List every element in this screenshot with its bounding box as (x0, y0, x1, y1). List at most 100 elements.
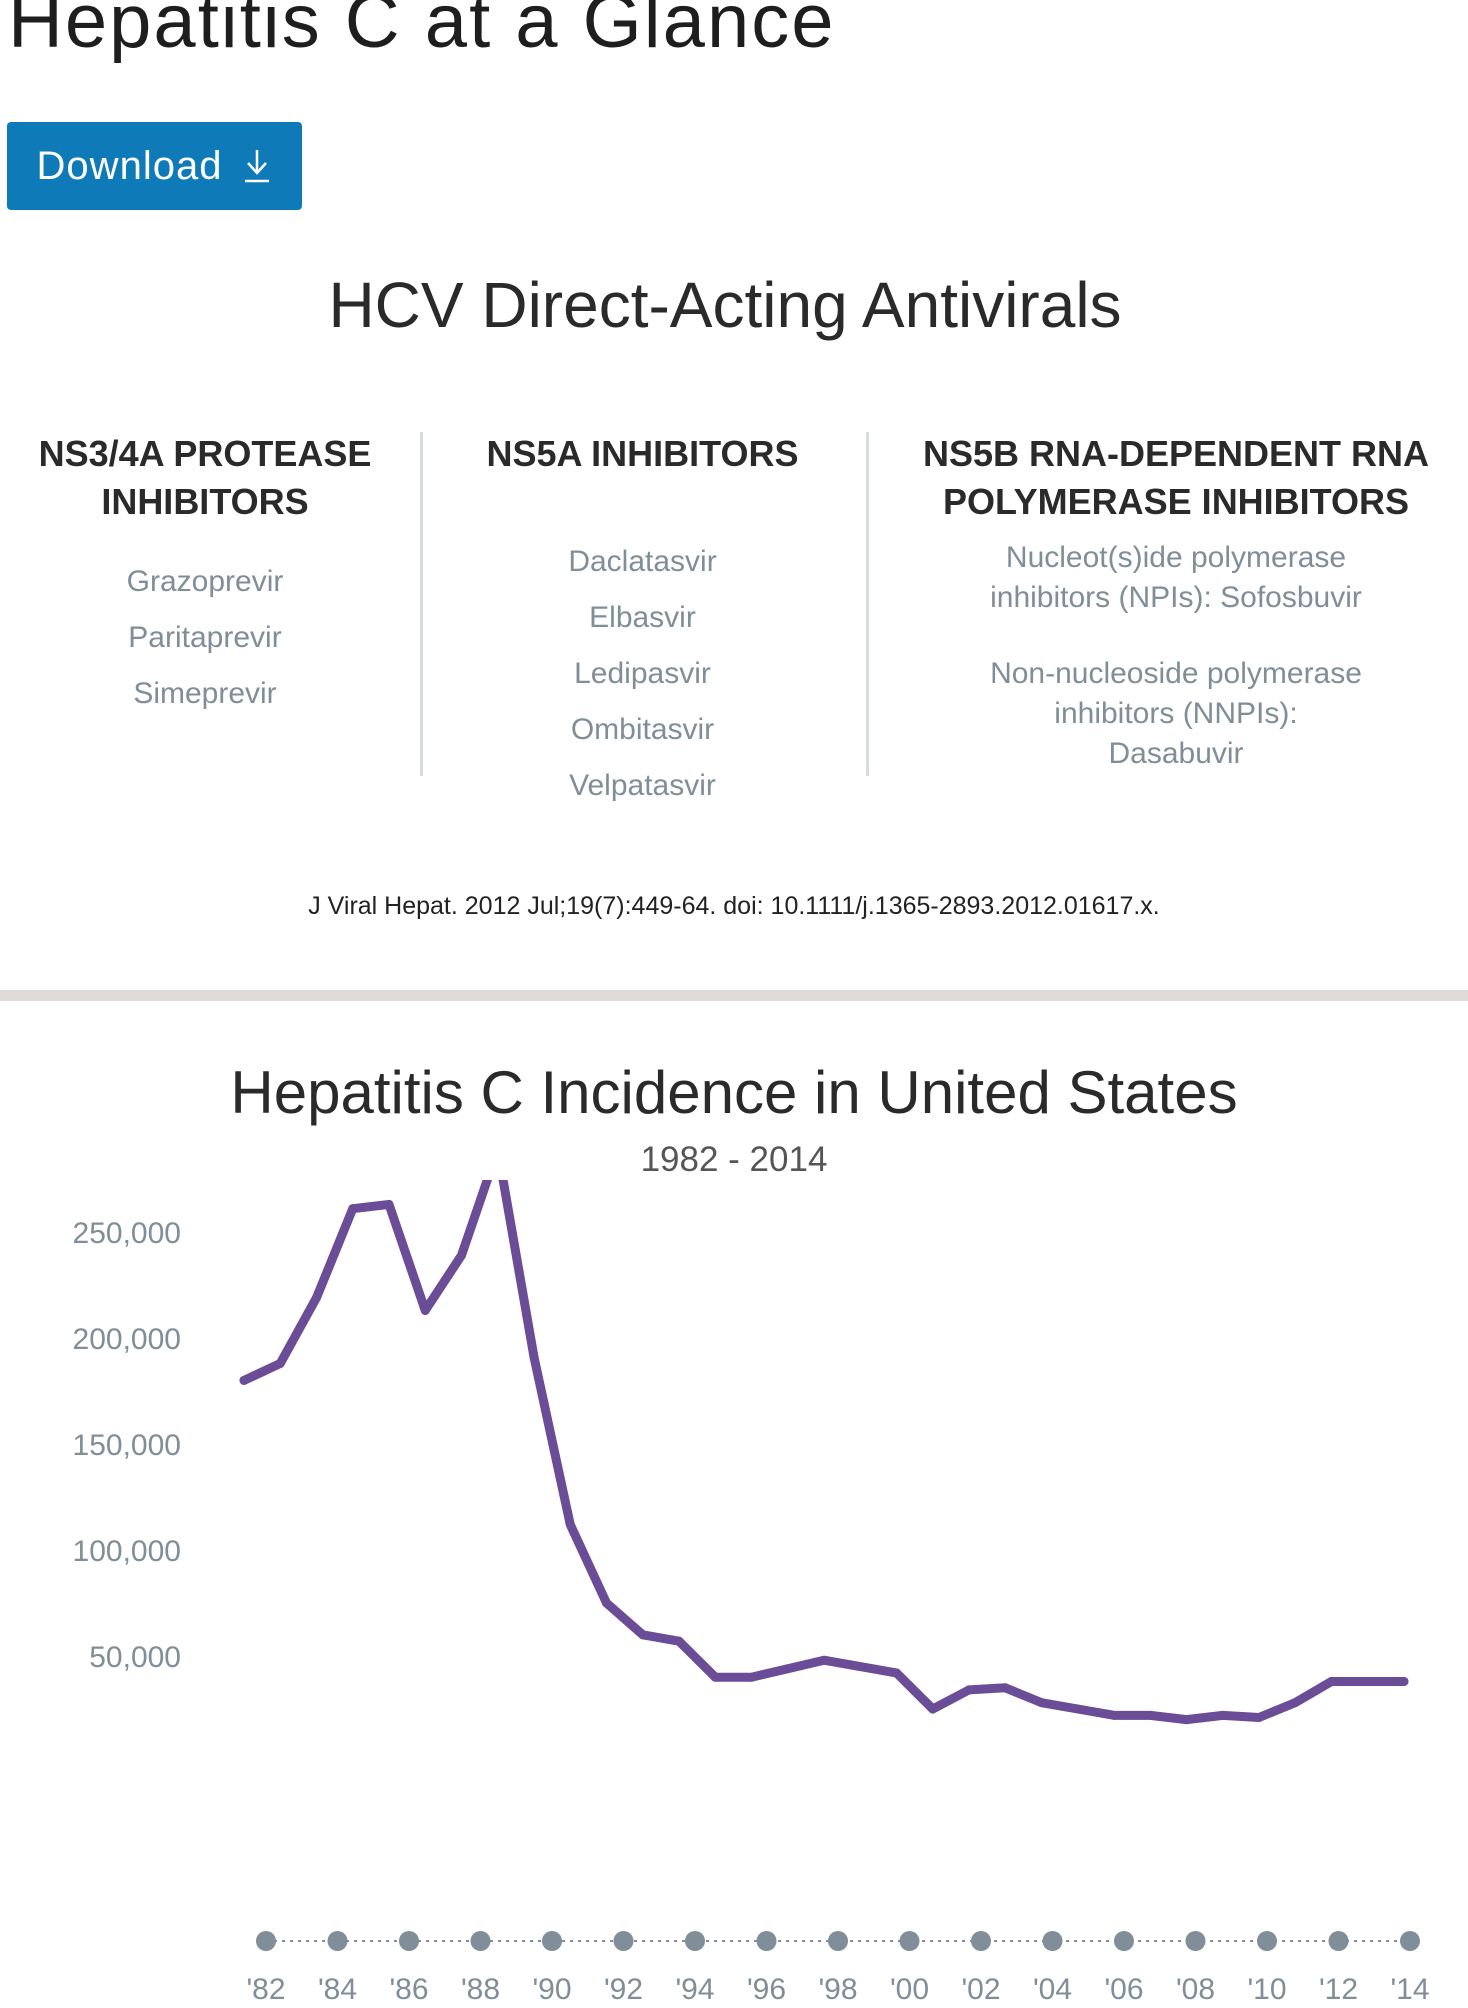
incidence-line-chart: 50,000100,000150,000200,000250,000300,00… (73, 1180, 1430, 2006)
y-tick-label: 150,000 (73, 1429, 181, 1462)
x-tick-label: '90 (532, 1973, 571, 2006)
data-point (710, 1672, 720, 1682)
data-point (892, 1668, 901, 1678)
x-tick-dot (685, 1931, 705, 1951)
drug-name: Ombitasvir (570, 713, 715, 746)
x-tick-label: '04 (1033, 1973, 1072, 2006)
data-point (1182, 1715, 1191, 1725)
data-point (747, 1672, 756, 1682)
x-tick-dot (971, 1931, 991, 1951)
chart-title: Hepatitis C Incidence in United States (230, 1059, 1238, 1126)
x-tick-label: '94 (675, 1973, 714, 2006)
x-tick-dot (542, 1931, 562, 1951)
column-header-line: NS3/4A PROTEASE (38, 433, 372, 474)
page-title: Hepatitis C at a Glance (8, 0, 836, 64)
drug-name: Non-nucleoside polymerase inhibitors (NN… (990, 657, 1362, 770)
data-point (529, 1352, 539, 1362)
data-point (783, 1664, 793, 1674)
x-tick-dot (399, 1931, 419, 1951)
x-tick-dot (1257, 1931, 1277, 1951)
data-point (602, 1598, 611, 1608)
y-tick-label: 200,000 (73, 1323, 181, 1356)
protease-inhibitors-column: NS3/4A PROTEASE INHIBITORS Grazoprevir P… (30, 430, 380, 730)
data-point (674, 1636, 684, 1646)
x-tick-dot (327, 1931, 348, 1951)
column-header-line: NS5A INHIBITORS (486, 433, 799, 474)
x-tick-dot (256, 1931, 276, 1951)
y-tick-label: 250,000 (73, 1217, 181, 1250)
drug-name: Elbasvir (589, 601, 696, 634)
data-point (1073, 1704, 1083, 1714)
x-tick-label: '92 (604, 1973, 643, 2006)
x-tick-label: '86 (389, 1973, 428, 2006)
x-tick-dot (828, 1931, 848, 1951)
data-point (384, 1199, 394, 1209)
download-arrow-icon (242, 148, 272, 184)
x-tick-dot (1400, 1931, 1420, 1951)
column-header: NS5B RNA-DEPENDENT RNA POLYMERASE INHIBI… (890, 430, 1462, 526)
citation: J Viral Hepat. 2012 Jul;19(7):449-64. do… (308, 892, 1160, 920)
y-tick-label: 100,000 (73, 1535, 181, 1568)
x-tick-dot (470, 1931, 491, 1951)
x-tick-label: '00 (890, 1973, 929, 2006)
data-point (638, 1630, 648, 1640)
drug-name: Paritaprevir (128, 621, 282, 654)
data-point (1145, 1710, 1155, 1720)
data-point (964, 1685, 974, 1695)
data-point (1109, 1710, 1119, 1720)
download-button[interactable]: Download (7, 122, 302, 210)
data-point (348, 1204, 358, 1214)
x-tick-label: '10 (1247, 1973, 1286, 2006)
x-tick-label: '82 (246, 1973, 285, 2006)
data-point (457, 1250, 466, 1260)
column-divider (866, 432, 869, 776)
antivirals-title: HCV Direct-Acting Antivirals (328, 269, 1122, 341)
x-tick-dot (1114, 1931, 1134, 1951)
x-tick-dot (756, 1931, 777, 1951)
data-point (1000, 1683, 1010, 1693)
data-point (420, 1305, 430, 1315)
x-tick-dot (1042, 1931, 1063, 1951)
x-tick-dot (1185, 1931, 1206, 1951)
x-tick-label: '02 (961, 1973, 1000, 2006)
drug-name: Nucleot(s)ide polymerase inhibitors (NPI… (990, 541, 1362, 614)
ns5b-inhibitors-column: NS5B RNA-DEPENDENT RNA POLYMERASE INHIBI… (890, 430, 1462, 774)
column-header-line: NS5B RNA-DEPENDENT RNA (922, 433, 1430, 474)
ns5a-inhibitors-column: NS5A INHIBITORS Daclatasvir Elbasvir Led… (440, 430, 845, 822)
x-tick-label: '98 (818, 1973, 857, 2006)
x-tick-label: '88 (461, 1973, 500, 2006)
x-tick-label: '12 (1319, 1973, 1358, 2006)
chart-subtitle: 1982 - 2014 (640, 1140, 828, 1179)
data-point (275, 1358, 285, 1368)
x-tick-dot (613, 1931, 634, 1951)
data-point (565, 1520, 575, 1530)
column-divider (420, 432, 423, 776)
data-point (1399, 1676, 1409, 1686)
column-header: NS5A INHIBITORS (440, 430, 845, 478)
data-point (1327, 1676, 1336, 1686)
x-tick-label: '08 (1176, 1973, 1215, 2006)
data-point (1218, 1710, 1228, 1720)
data-point (312, 1293, 321, 1303)
y-tick-label: 50,000 (89, 1641, 181, 1674)
data-point (819, 1655, 829, 1665)
data-point (1037, 1698, 1046, 1708)
drug-name: Ledipasvir (574, 657, 711, 690)
drug-name: Daclatasvir (568, 545, 717, 578)
data-point (1254, 1712, 1264, 1722)
section-divider (0, 990, 1468, 1001)
x-tick-label: '84 (318, 1973, 357, 2006)
x-tick-label: '14 (1390, 1973, 1429, 2006)
drug-name: Simeprevir (133, 677, 277, 710)
data-point (239, 1375, 249, 1385)
drug-name: Velpatasvir (569, 769, 716, 802)
x-tick-label: '06 (1104, 1973, 1143, 2006)
x-tick-dot (899, 1931, 920, 1951)
series-line (239, 1180, 1409, 1725)
column-header: NS3/4A PROTEASE INHIBITORS (30, 430, 380, 526)
data-point (855, 1662, 865, 1672)
data-point (928, 1704, 938, 1714)
drug-name: Grazoprevir (126, 565, 284, 598)
x-tick-label: '96 (747, 1973, 786, 2006)
data-point (1363, 1676, 1373, 1686)
